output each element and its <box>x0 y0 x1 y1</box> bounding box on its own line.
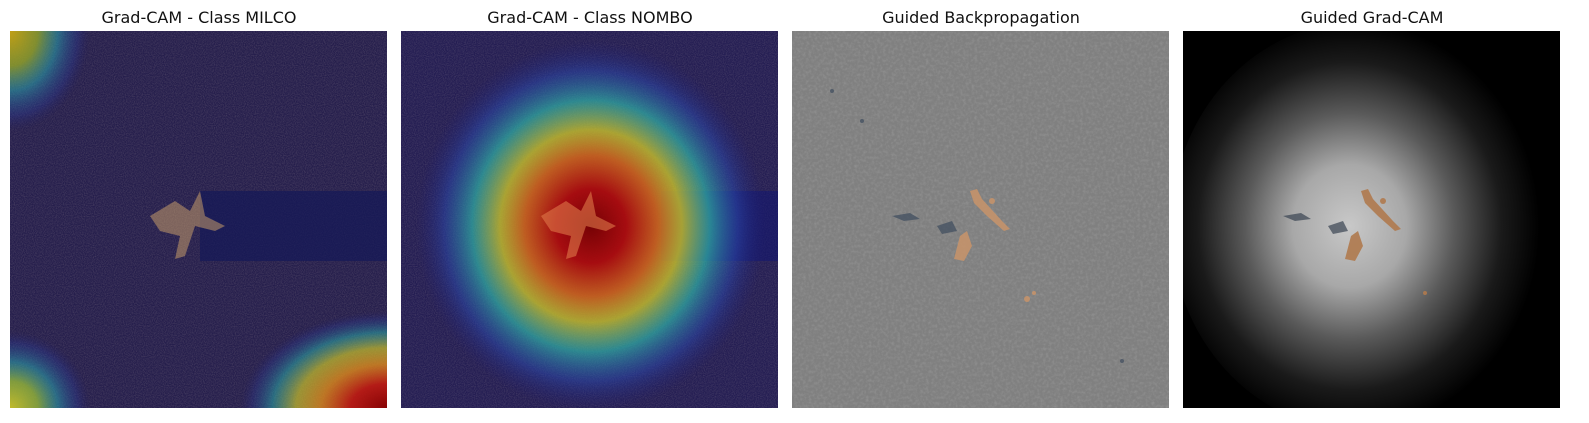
panel-title: Guided Backpropagation <box>882 8 1080 27</box>
guided-gradcam-image <box>1183 31 1560 408</box>
gradcam-nombo-heatmap-image <box>401 31 778 408</box>
panel-title: Guided Grad-CAM <box>1300 8 1444 27</box>
guided-backprop-image <box>792 31 1169 408</box>
panel-title: Grad-CAM - Class MILCO <box>101 8 297 27</box>
gradcam-milco-heatmap-image <box>10 31 387 408</box>
panel-title: Grad-CAM - Class NOMBO <box>487 8 693 27</box>
